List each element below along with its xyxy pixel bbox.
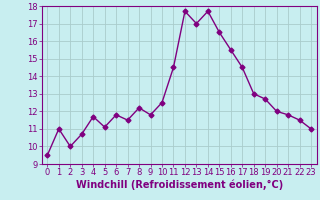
X-axis label: Windchill (Refroidissement éolien,°C): Windchill (Refroidissement éolien,°C) bbox=[76, 180, 283, 190]
